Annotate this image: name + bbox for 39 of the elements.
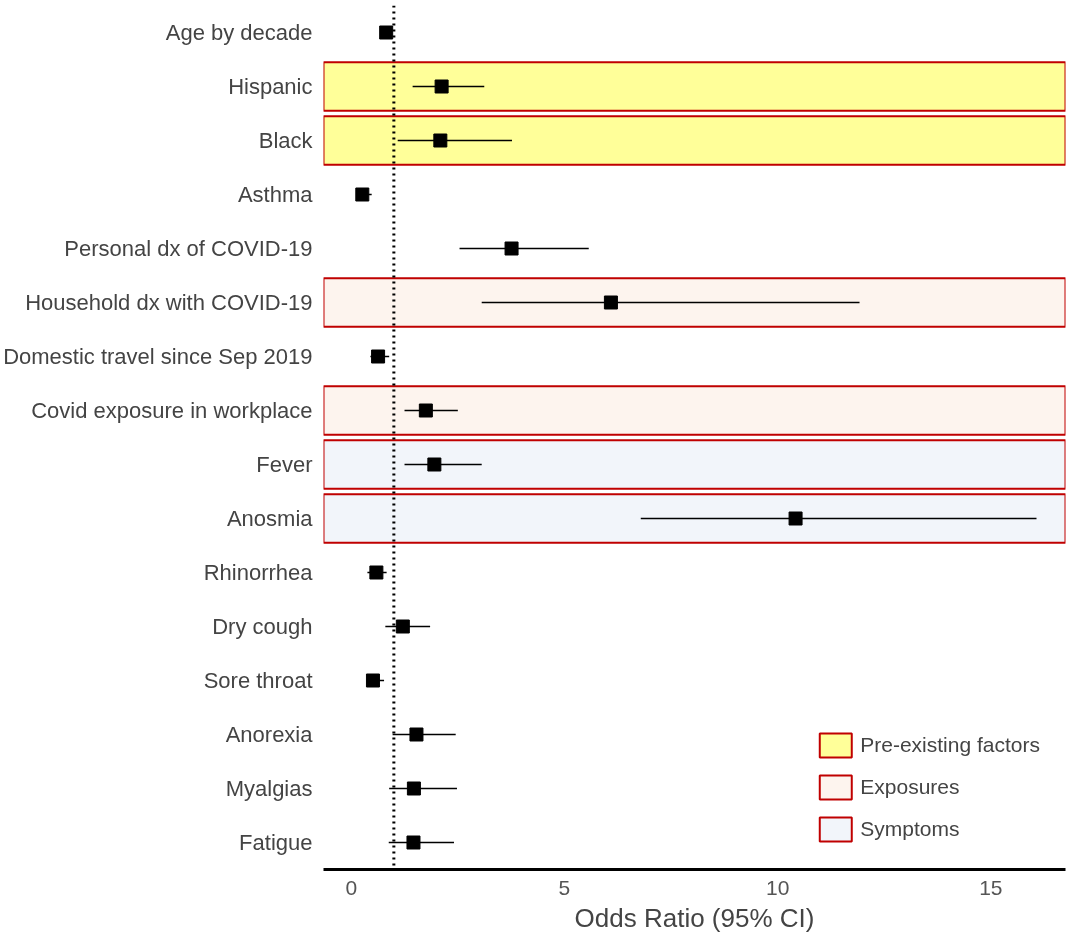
point xyxy=(427,457,442,472)
x-tick-label: 10 xyxy=(765,875,790,899)
y-tick-label: Hispanic xyxy=(228,74,313,99)
point xyxy=(788,511,803,526)
point xyxy=(406,835,421,850)
y-tick-label: Asthma xyxy=(237,182,314,207)
y-tick-label: Sore throat xyxy=(203,668,313,693)
point xyxy=(355,187,370,202)
y-tick-label: Anorexia xyxy=(225,722,314,747)
point xyxy=(409,727,424,742)
point xyxy=(406,781,421,796)
y-tick-label: Dry cough xyxy=(212,614,313,639)
point xyxy=(603,295,618,310)
x-axis-title: Odds Ratio (95% CI) xyxy=(574,902,815,933)
y-tick-label: Household dx with COVID-19 xyxy=(25,290,313,315)
y-tick-label: Black xyxy=(258,128,314,153)
x-tick-label: 15 xyxy=(979,875,1003,899)
y-tick-label: Age by decade xyxy=(165,20,313,45)
point xyxy=(434,79,449,94)
legend-label: Exposures xyxy=(860,775,960,799)
x-tick-label: 5 xyxy=(558,875,571,899)
point xyxy=(504,241,519,256)
y-tick-label: Personal dx of COVID-19 xyxy=(64,236,313,261)
legend-label: Symptoms xyxy=(860,817,960,841)
y-tick-label: Domestic travel since Sep 2019 xyxy=(3,344,313,369)
point xyxy=(379,25,394,40)
y-tick-label: Fatigue xyxy=(239,830,313,855)
legend-label: Pre-existing factors xyxy=(860,733,1040,757)
x-tick-label: 0 xyxy=(345,875,358,899)
point xyxy=(395,619,410,634)
y-tick-label: Fever xyxy=(256,452,313,477)
point xyxy=(433,133,448,148)
y-tick-label: Rhinorrhea xyxy=(203,560,314,585)
y-tick-label: Covid exposure in workplace xyxy=(31,398,313,423)
y-tick-label: Myalgias xyxy=(225,776,313,801)
y-tick-label: Anosmia xyxy=(226,506,314,531)
point xyxy=(371,349,386,364)
point xyxy=(369,565,384,580)
point xyxy=(418,403,433,418)
